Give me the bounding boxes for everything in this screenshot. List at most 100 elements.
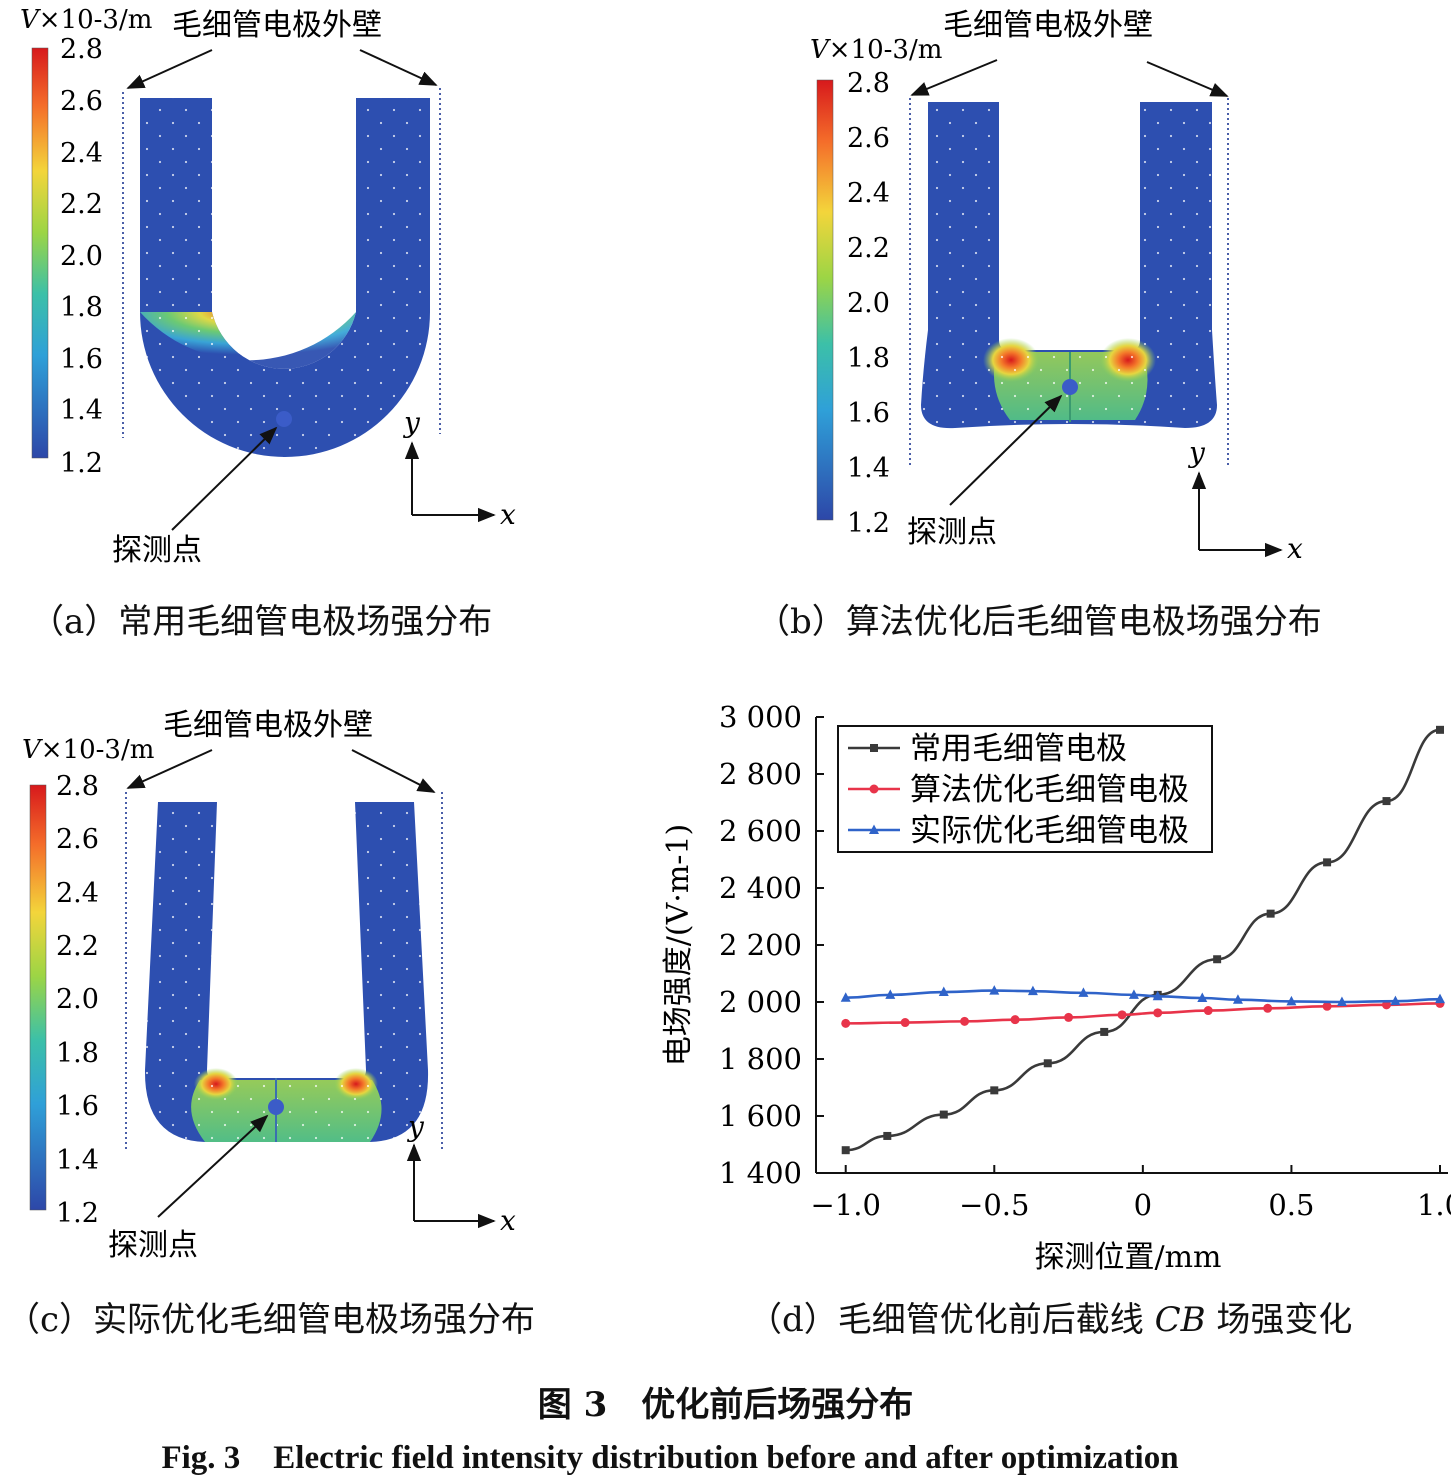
legend-label: 常用毛细管电极	[910, 731, 1127, 767]
y-axis-label: y	[402, 406, 421, 439]
data-point	[1128, 989, 1139, 999]
y-axis-label: y	[406, 1110, 425, 1143]
x-tick-label: −0.5	[959, 1188, 1029, 1222]
probe-point	[1062, 379, 1078, 395]
colorbar-unit: V×10-3/m	[20, 5, 152, 35]
data-point	[939, 1110, 948, 1119]
data-point	[1263, 1003, 1273, 1013]
svg-text:1.8: 1.8	[60, 292, 103, 323]
data-point	[1436, 725, 1444, 734]
panel-c-field-plot: V×10-3/m 2.8 2.6 2.4 2.2 2.0 1.8 1.6 1.4…	[22, 708, 516, 1263]
svg-text:2.4: 2.4	[56, 878, 99, 909]
data-point	[1390, 995, 1401, 1006]
legend-label: 算法优化毛细管电极	[910, 772, 1189, 808]
svg-text:2.8: 2.8	[56, 771, 99, 802]
x-axis-label: x	[1287, 532, 1303, 565]
figure-title-en: Fig. 3 Electric field intensity distribu…	[161, 1440, 1179, 1476]
colorbar	[816, 79, 834, 521]
svg-text:1.6: 1.6	[60, 344, 103, 375]
svg-text:2.6: 2.6	[60, 86, 103, 117]
probe-label: 探测点	[108, 1228, 198, 1263]
series-line	[845, 1002, 1441, 1025]
series-line	[845, 989, 1441, 1004]
data-point	[990, 1086, 999, 1095]
data-point	[1286, 995, 1297, 1006]
colorbar	[29, 784, 47, 1211]
panel-d-line-chart: 1 400 1 600 1 800 2 000 2 200 2 400 2 600 2 800…	[661, 700, 1451, 1275]
data-point	[841, 1146, 850, 1155]
legend-marker	[869, 824, 879, 834]
caption-a: （a）常用毛细管电极场强分布	[30, 602, 493, 642]
x-axis-label: x	[500, 498, 516, 531]
probe-arrow	[171, 426, 278, 531]
data-point	[1043, 1059, 1052, 1068]
colorbar-unit: V×10-3/m	[810, 35, 942, 65]
svg-text:2.6: 2.6	[847, 123, 890, 154]
colorbar-ticks: 2.8 2.6 2.4 2.2 2.0 1.8 1.6 1.4 1.2	[60, 34, 103, 479]
y-tick-label: 1 600	[719, 1099, 802, 1133]
data-point	[1152, 990, 1163, 1001]
x-tick-label: 1.0	[1417, 1188, 1451, 1222]
data-point	[1323, 858, 1332, 867]
y-tick-label: 2 800	[719, 757, 802, 791]
data-point	[1117, 1010, 1127, 1020]
figure-title-cn: 图 3 优化前后场强分布	[537, 1385, 914, 1425]
svg-text:2.0: 2.0	[847, 288, 890, 319]
y-tick-label: 2 200	[719, 928, 802, 962]
wall-label: 毛细管电极外壁	[163, 708, 373, 743]
svg-text:2.2: 2.2	[847, 233, 890, 264]
caption-d: （d）毛细管优化前后截线 CB 场强变化	[748, 1300, 1353, 1340]
svg-text:1.2: 1.2	[56, 1198, 99, 1229]
wall-arrow-left	[126, 49, 213, 89]
svg-text:1.6: 1.6	[56, 1091, 99, 1122]
colorbar-ticks: 2.8 2.6 2.4 2.2 2.0 1.8 1.6 1.4 1.2	[847, 68, 890, 539]
data-point	[1435, 993, 1445, 1004]
data-point	[1382, 797, 1391, 806]
y-tick-label: 3 000	[719, 700, 802, 734]
svg-text:2.2: 2.2	[56, 931, 99, 962]
caption-b: （b）算法优化后毛细管电极场强分布	[756, 602, 1322, 642]
panel-b-field-plot: V×10-3/m 2.8 2.6 2.4 2.2 2.0 1.8 1.6 1.4…	[810, 8, 1303, 565]
x-tick-label: 0	[1134, 1188, 1152, 1222]
wall-arrow-left	[910, 59, 998, 96]
x-axis-title: 探测位置/mm	[1034, 1240, 1221, 1275]
svg-text:1.4: 1.4	[847, 453, 890, 484]
wall-arrow-right	[351, 749, 436, 793]
probe-point	[268, 1099, 284, 1115]
svg-text:1.4: 1.4	[56, 1145, 99, 1176]
svg-text:2.4: 2.4	[60, 138, 103, 169]
y-tick-label: 2 600	[719, 814, 802, 848]
legend-marker	[870, 744, 878, 752]
data-point	[938, 986, 949, 997]
data-point	[1153, 1008, 1163, 1018]
legend-box	[837, 725, 1213, 853]
data-point	[840, 992, 851, 1002]
data-point	[1203, 1006, 1213, 1016]
data-point	[1078, 987, 1089, 997]
data-point	[883, 1131, 892, 1140]
colorbar-unit: V×10-3/m	[22, 735, 154, 765]
y-axis-label: y	[1187, 436, 1206, 469]
svg-text:2.0: 2.0	[60, 241, 103, 272]
series-2	[841, 998, 1445, 1028]
svg-text:2.6: 2.6	[56, 824, 99, 855]
y-tick-label: 1 400	[719, 1156, 802, 1190]
probe-point	[276, 411, 292, 427]
probe-arrow	[157, 1114, 269, 1218]
data-point	[885, 989, 896, 999]
colorbar-ticks: 2.8 2.6 2.4 2.2 2.0 1.8 1.6 1.4 1.2	[56, 771, 99, 1229]
wall-label: 毛细管电极外壁	[172, 8, 382, 43]
colorbar	[31, 47, 49, 459]
caption-c: （c）实际优化毛细管电极场强分布	[6, 1300, 536, 1340]
y-tick-label: 1 800	[719, 1042, 802, 1076]
data-point	[1100, 1027, 1109, 1036]
x-axis-label: x	[500, 1204, 516, 1237]
svg-text:1.2: 1.2	[847, 508, 890, 539]
svg-text:2.2: 2.2	[60, 189, 103, 220]
data-point	[1064, 1012, 1074, 1022]
data-point	[900, 1018, 910, 1028]
y-tick-label: 2 400	[719, 871, 802, 905]
svg-text:1.4: 1.4	[60, 395, 103, 426]
y-tick-label: 2 000	[719, 985, 802, 1019]
data-point	[1010, 1015, 1020, 1025]
